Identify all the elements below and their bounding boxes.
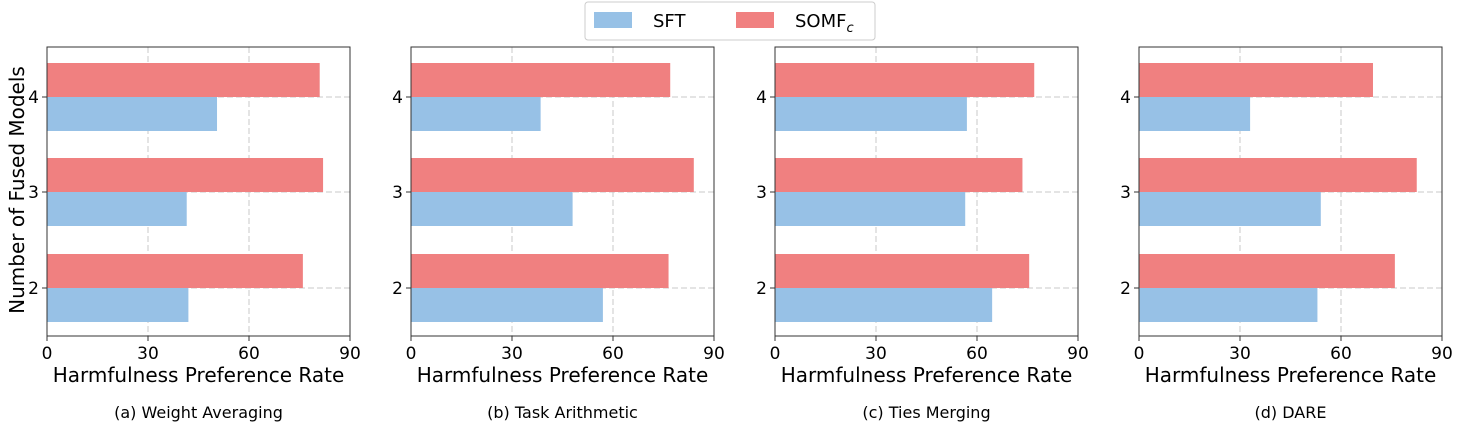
bar-somf-2 — [411, 254, 669, 288]
legend: SFT SOMFc — [584, 1, 876, 41]
panel-caption: (a) Weight Averaging — [114, 403, 283, 422]
legend-swatch-somf — [736, 12, 774, 28]
x-tick-label: 90 — [339, 344, 361, 364]
x-tick-label: 60 — [1330, 344, 1352, 364]
x-tick-label: 0 — [1134, 344, 1145, 364]
x-axis-title: Harmfulness Preference Rate — [781, 363, 1073, 387]
y-tick-label: 3 — [28, 183, 39, 203]
x-tick-label: 60 — [238, 344, 260, 364]
bar-somf-4 — [47, 63, 320, 97]
bar-sft-4 — [411, 97, 541, 131]
y-tick-label: 2 — [28, 279, 39, 299]
bar-somf-4 — [1139, 63, 1373, 97]
bar-somf-2 — [1139, 254, 1395, 288]
bar-sft-3 — [47, 192, 187, 226]
y-tick-label: 4 — [28, 88, 39, 108]
x-tick-label: 90 — [1067, 344, 1089, 364]
bar-sft-2 — [411, 288, 603, 322]
y-tick-label: 3 — [756, 183, 767, 203]
bar-somf-4 — [775, 63, 1035, 97]
x-axis-title: Harmfulness Preference Rate — [53, 363, 345, 387]
legend-label-somf-main: SOMF — [795, 11, 846, 32]
y-tick-label: 2 — [392, 279, 403, 299]
bar-somf-2 — [47, 254, 303, 288]
x-tick-label: 60 — [966, 344, 988, 364]
y-tick-label: 2 — [1120, 279, 1131, 299]
bar-sft-4 — [1139, 97, 1251, 131]
bar-somf-3 — [1139, 158, 1417, 192]
legend-label-somf-subscript: c — [846, 21, 853, 36]
bar-somf-3 — [47, 158, 324, 192]
legend-label-sft: SFT — [653, 11, 686, 32]
legend-label-somf: SOMFc — [795, 11, 854, 36]
y-tick-label: 4 — [756, 88, 767, 108]
y-tick-label: 4 — [392, 88, 403, 108]
bar-sft-2 — [1139, 288, 1318, 322]
legend-swatch-sft — [594, 12, 632, 28]
panel-2: 0 30 60 90 2 3 4 Harmfulness Preference Rate (b)… — [392, 46, 725, 422]
x-tick-label: 90 — [703, 344, 725, 364]
x-tick-label: 90 — [1431, 344, 1453, 364]
bar-sft-3 — [1139, 192, 1321, 226]
panel-1: 0 30 60 90 2 3 4 Harmfulness Preference Rate (a)… — [28, 46, 361, 422]
bar-somf-3 — [411, 158, 694, 192]
panel-caption: (b) Task Arithmetic — [487, 403, 638, 422]
y-axis-title: Number of Fused Models — [5, 66, 29, 314]
bar-somf-4 — [411, 63, 671, 97]
bar-sft-2 — [775, 288, 993, 322]
x-tick-label: 30 — [501, 344, 523, 364]
panel-3: 0 30 60 90 2 3 4 Harmfulness Preference Rate (c)… — [756, 46, 1089, 422]
bar-sft-2 — [47, 288, 189, 322]
x-axis-title: Harmfulness Preference Rate — [417, 363, 709, 387]
bar-somf-3 — [775, 158, 1023, 192]
y-tick-label: 2 — [756, 279, 767, 299]
bar-sft-4 — [775, 97, 967, 131]
bar-somf-2 — [775, 254, 1030, 288]
x-tick-label: 30 — [137, 344, 159, 364]
x-tick-label: 60 — [602, 344, 624, 364]
x-tick-label: 30 — [1229, 344, 1251, 364]
x-tick-label: 30 — [865, 344, 887, 364]
bar-sft-3 — [775, 192, 966, 226]
panel-caption: (d) DARE — [1255, 403, 1327, 422]
bar-sft-4 — [47, 97, 218, 131]
x-tick-label: 0 — [770, 344, 781, 364]
panel-caption: (c) Ties Merging — [862, 403, 990, 422]
bar-sft-3 — [411, 192, 573, 226]
x-tick-label: 0 — [406, 344, 417, 364]
x-tick-label: 0 — [42, 344, 53, 364]
panel-4: 0 30 60 90 2 3 4 Harmfulness Preference Rate (d)… — [1120, 46, 1453, 422]
y-tick-label: 3 — [392, 183, 403, 203]
y-tick-label: 3 — [1120, 183, 1131, 203]
legend-frame — [584, 1, 876, 41]
x-axis-title: Harmfulness Preference Rate — [1145, 363, 1437, 387]
y-tick-label: 4 — [1120, 88, 1131, 108]
